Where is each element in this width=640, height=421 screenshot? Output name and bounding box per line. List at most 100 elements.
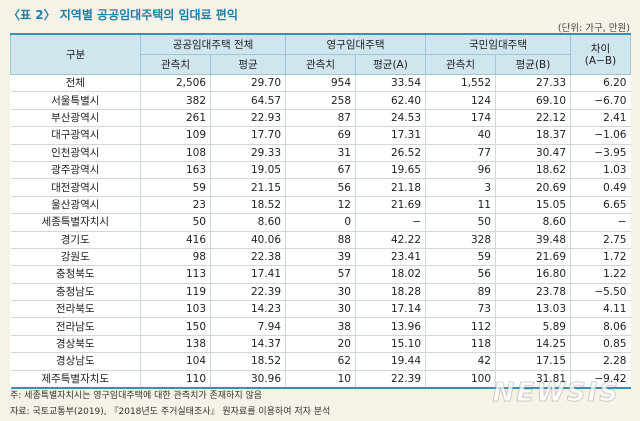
row-label: 서울특별시 bbox=[10, 91, 141, 110]
column-header: 국민임대주택 bbox=[425, 33, 571, 55]
cell: 4.11 bbox=[570, 300, 631, 319]
cell: 124 bbox=[425, 91, 496, 110]
row-label: 강원도 bbox=[10, 248, 141, 267]
cell: 110 bbox=[140, 370, 211, 390]
cell: 57 bbox=[285, 265, 356, 284]
cell: 38 bbox=[285, 317, 356, 336]
row-label: 인천광역시 bbox=[10, 144, 141, 162]
cell: 328 bbox=[425, 231, 496, 249]
cell: 14.25 bbox=[495, 335, 571, 354]
table-row: 서울특별시 382 64.57 258 62.40 124 69.10 −6.70 bbox=[10, 91, 631, 110]
cell: 17.70 bbox=[210, 126, 286, 145]
cell: 33.54 bbox=[355, 74, 426, 93]
cell: 17.31 bbox=[355, 126, 426, 145]
cell: 88 bbox=[285, 231, 356, 249]
cell: 21.15 bbox=[210, 178, 286, 197]
cell: 0.49 bbox=[570, 178, 631, 197]
cell: 6.65 bbox=[570, 196, 631, 215]
cell: 69 bbox=[285, 126, 356, 145]
cell: 12 bbox=[285, 196, 356, 215]
cell: 8.60 bbox=[210, 213, 286, 232]
column-subheader: 관측치 bbox=[140, 54, 211, 75]
cell: 50 bbox=[425, 213, 496, 232]
cell: 39 bbox=[285, 248, 356, 267]
cell: 18.62 bbox=[495, 161, 571, 180]
table-row: 강원도 98 22.38 39 23.41 59 21.69 1.72 bbox=[10, 248, 631, 267]
cell: 19.05 bbox=[210, 161, 286, 180]
cell: 2.28 bbox=[570, 352, 631, 371]
cell: 416 bbox=[140, 231, 211, 249]
table-row: 경상남도 104 18.52 62 19.44 42 17.15 2.28 bbox=[10, 352, 631, 371]
cell: 6.20 bbox=[570, 74, 631, 93]
cell: 258 bbox=[285, 91, 356, 110]
table-row: 전라남도 150 7.94 38 13.96 112 5.89 8.06 bbox=[10, 317, 631, 336]
cell: 11 bbox=[425, 196, 496, 215]
cell: 119 bbox=[140, 283, 211, 302]
cell: 98 bbox=[140, 248, 211, 267]
cell: 56 bbox=[285, 178, 356, 197]
cell: 150 bbox=[140, 317, 211, 336]
cell: 62 bbox=[285, 352, 356, 371]
cell: 1.22 bbox=[570, 265, 631, 284]
cell: 954 bbox=[285, 74, 356, 93]
cell: 42.22 bbox=[355, 231, 426, 249]
table-row: 세종특별자치시 50 8.60 0−50 8.60− bbox=[10, 213, 631, 232]
cell: 29.33 bbox=[210, 144, 286, 162]
row-label: 충청남도 bbox=[10, 283, 141, 302]
cell: 73 bbox=[425, 300, 496, 319]
cell: 8.60 bbox=[495, 213, 571, 232]
cell: 56 bbox=[425, 265, 496, 284]
table-row: 전체 2,506 29.70 954 33.54 1,552 27.33 6.20 bbox=[10, 74, 631, 93]
cell: 22.39 bbox=[355, 370, 426, 390]
row-label: 경상북도 bbox=[10, 335, 141, 354]
cell: 382 bbox=[140, 91, 211, 110]
table-row: 충청북도 113 17.41 57 18.02 56 16.80 1.22 bbox=[10, 265, 631, 284]
table-body: 전체 2,506 29.70 954 33.54 1,552 27.33 6.20 서울특별시 3… bbox=[10, 74, 631, 390]
table-row: 광주광역시 163 19.05 67 19.65 96 18.62 1.03 bbox=[10, 161, 631, 180]
cell: 59 bbox=[425, 248, 496, 267]
cell: −6.70 bbox=[570, 91, 631, 110]
cell: 69.10 bbox=[495, 91, 571, 110]
note: 주: 세종특별자치시는 영구임대주택에 대한 관측치가 존재하지 않음 bbox=[10, 391, 263, 401]
column-subheader: 평균 bbox=[210, 54, 286, 75]
cell: 21.69 bbox=[495, 248, 571, 267]
cell: 18.37 bbox=[495, 126, 571, 145]
cell: 7.94 bbox=[210, 317, 286, 336]
cell: 138 bbox=[140, 335, 211, 354]
table-row: 경기도 416 40.06 88 42.22 328 39.48 2.75 bbox=[10, 231, 631, 249]
table-row: 부산광역시 261 22.93 87 24.53 174 22.12 2.41 bbox=[10, 109, 631, 128]
cell: 2.75 bbox=[570, 231, 631, 249]
cell: 22.38 bbox=[210, 248, 286, 267]
cell: 103 bbox=[140, 300, 211, 319]
row-label: 제주특별자치도 bbox=[10, 370, 141, 390]
cell: 23.41 bbox=[355, 248, 426, 267]
row-label: 세종특별자치시 bbox=[10, 213, 141, 232]
cell: 20.69 bbox=[495, 178, 571, 197]
table-head: 구분 공공임대주택 전체 영구임대주택 국민임대주택 차이 (A−B) 관측치 평균 관측치 평… bbox=[10, 33, 631, 75]
table-row: 전라북도 103 14.23 30 17.14 73 13.03 4.11 bbox=[10, 300, 631, 319]
cell: 77 bbox=[425, 144, 496, 162]
cell: 30.47 bbox=[495, 144, 571, 162]
cell: 118 bbox=[425, 335, 496, 354]
cell: 89 bbox=[425, 283, 496, 302]
source: 자료: 국토교통부(2019), 『2018년도 주거실태조사』 원자료를 이용… bbox=[10, 407, 331, 417]
column-subheader: 평균(A) bbox=[355, 54, 426, 75]
cell: 20 bbox=[285, 335, 356, 354]
cell: 21.18 bbox=[355, 178, 426, 197]
cell: 24.53 bbox=[355, 109, 426, 128]
cell: 5.89 bbox=[495, 317, 571, 336]
cell: 10 bbox=[285, 370, 356, 390]
cell: 31.81 bbox=[495, 370, 571, 390]
cell: 18.52 bbox=[210, 196, 286, 215]
cell: 40.06 bbox=[210, 231, 286, 249]
cell: 96 bbox=[425, 161, 496, 180]
cell: 13.03 bbox=[495, 300, 571, 319]
cell: 104 bbox=[140, 352, 211, 371]
column-subheader: 관측치 bbox=[285, 54, 356, 75]
cell: − bbox=[355, 213, 426, 232]
row-label: 전라북도 bbox=[10, 300, 141, 319]
cell: 18.28 bbox=[355, 283, 426, 302]
row-label: 경기도 bbox=[10, 231, 141, 249]
cell: 109 bbox=[140, 126, 211, 145]
